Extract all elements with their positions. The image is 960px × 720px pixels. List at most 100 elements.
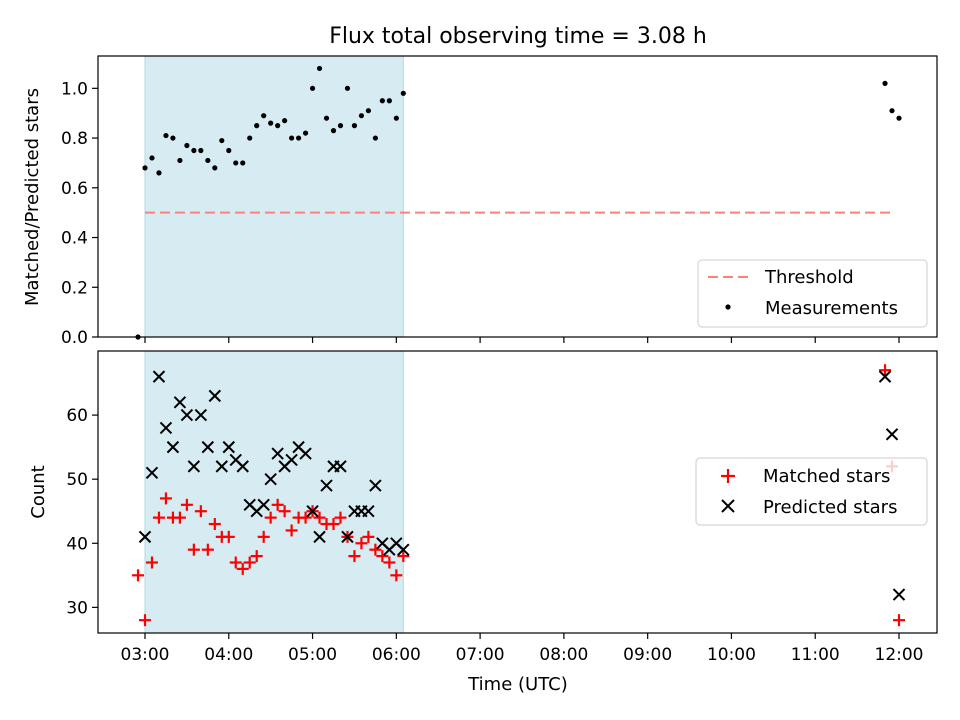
- measurement-point: [337, 123, 344, 129]
- x-tick-label: 03:00: [121, 645, 170, 665]
- legend-matched-label: Matched stars: [763, 466, 890, 487]
- matched-star-point: [173, 511, 186, 524]
- matched-star-point: [334, 511, 347, 524]
- measurement-point: [198, 147, 204, 154]
- measurement-point: [163, 132, 169, 139]
- predicted-star-point: [878, 370, 892, 383]
- x-tick-label: 09:00: [623, 645, 672, 665]
- matched-star-point: [355, 537, 368, 550]
- bottom-axes-frame: [97, 350, 938, 634]
- shaded-interval-rect: [144, 350, 404, 634]
- matched-star-point: [159, 492, 172, 505]
- y-tick-label: 0.4: [61, 229, 88, 249]
- x-axis-label: Time (UTC): [467, 674, 568, 695]
- predicted-star-point: [271, 447, 284, 460]
- top-x-axis-ticks: [144, 337, 900, 343]
- measurement-point: [393, 115, 399, 121]
- measurement-point: [372, 135, 378, 141]
- matched-star-point: [243, 556, 256, 569]
- predicted-star-point: [341, 530, 354, 544]
- x-tick-label: 05:00: [288, 645, 337, 665]
- legend-predicted-swatch: [721, 499, 735, 513]
- top-legend-box: [697, 259, 928, 328]
- predicted-star-point: [236, 460, 249, 473]
- matched-star-point: [236, 562, 249, 575]
- predicted-star-point: [299, 447, 312, 460]
- top-axes-frame: [97, 55, 938, 338]
- top-legend: Threshold Measurements: [697, 259, 928, 328]
- matched-star-point: [250, 550, 263, 563]
- measurement-point: [184, 142, 190, 149]
- measurement-point: [226, 147, 232, 154]
- y-tick-label: 0.0: [61, 328, 88, 348]
- matched-star-point: [390, 569, 403, 582]
- legend-predicted-label: Predicted stars: [763, 497, 897, 518]
- y-tick-label: 0.8: [61, 129, 88, 149]
- legend-threshold-label: Threshold: [764, 267, 854, 288]
- matched-star-point: [229, 556, 242, 569]
- measurement-point: [156, 170, 162, 176]
- matched-star-point: [194, 505, 207, 518]
- matched-star-point: [187, 543, 200, 556]
- bottom-shaded-interval: [144, 350, 404, 634]
- measurement-point: [323, 115, 330, 121]
- predicted-star-point: [138, 530, 152, 544]
- measurement-point: [882, 80, 888, 86]
- y-tick-label: 60: [66, 406, 88, 426]
- predicted-star-point: [180, 408, 194, 422]
- y-tick-label: 1.0: [61, 79, 88, 99]
- predicted-star-point: [173, 396, 187, 409]
- bottom-y-axis-label: Count: [28, 465, 49, 518]
- y-tick-label: 50: [66, 470, 88, 490]
- bottom-legend: Matched stars Predicted stars: [695, 457, 928, 526]
- matched-star-point: [299, 511, 312, 524]
- matched-star-point: [369, 543, 382, 556]
- x-tick-label: 06:00: [372, 645, 421, 665]
- predicted-star-point: [145, 466, 159, 479]
- measurement-point: [205, 157, 211, 164]
- matched-star-point: [893, 614, 905, 627]
- matched-star-point: [376, 550, 389, 563]
- matched-star-point: [201, 543, 214, 556]
- bottom-x-axis-ticks: 03:00 04:00 05:00 06:00 07:00 08:00 09:00 10:00…: [121, 633, 924, 665]
- x-tick-label: 10:00: [707, 645, 756, 665]
- measurement-point: [191, 147, 197, 154]
- predicted-star-point: [166, 440, 180, 454]
- predicted-star-point: [187, 460, 201, 473]
- measurement-point: [275, 123, 281, 129]
- bottom-predicted-series: [138, 370, 906, 601]
- top-panel: 0.0 0.2 0.4 0.6 0.8 1.0 Matched/Predicted sta…: [22, 55, 938, 348]
- matched-star-point: [139, 614, 151, 627]
- y-tick-label: 0.6: [61, 179, 88, 199]
- predicted-star-point: [152, 370, 166, 383]
- predicted-star-point: [362, 505, 375, 518]
- y-tick-label: 0.2: [61, 278, 88, 298]
- measurement-point: [379, 98, 385, 104]
- measurement-point: [282, 118, 288, 124]
- measurement-point: [240, 160, 246, 166]
- measurement-point: [351, 123, 358, 129]
- matched-star-point: [132, 569, 145, 582]
- measurement-point: [295, 135, 302, 141]
- measurement-point: [386, 98, 392, 104]
- measurement-point: [365, 108, 372, 114]
- y-tick-label: 30: [66, 598, 88, 618]
- measurement-point: [358, 113, 365, 119]
- measurement-point: [247, 135, 253, 141]
- matched-star-point: [180, 498, 193, 511]
- predicted-star-point: [215, 460, 229, 473]
- matched-star-point: [264, 511, 277, 524]
- matched-star-point: [327, 518, 340, 531]
- legend-matched-swatch: [721, 469, 735, 483]
- matched-star-point: [278, 505, 291, 518]
- predicted-star-point: [208, 389, 222, 403]
- predicted-star-point: [369, 479, 382, 492]
- predicted-star-point: [306, 505, 319, 518]
- x-tick-label: 11:00: [791, 645, 840, 665]
- bottom-legend-box: [695, 457, 928, 526]
- predicted-star-point: [285, 453, 298, 467]
- predicted-star-point: [201, 440, 215, 454]
- measurement-point: [142, 165, 148, 171]
- matched-star-point: [222, 530, 235, 543]
